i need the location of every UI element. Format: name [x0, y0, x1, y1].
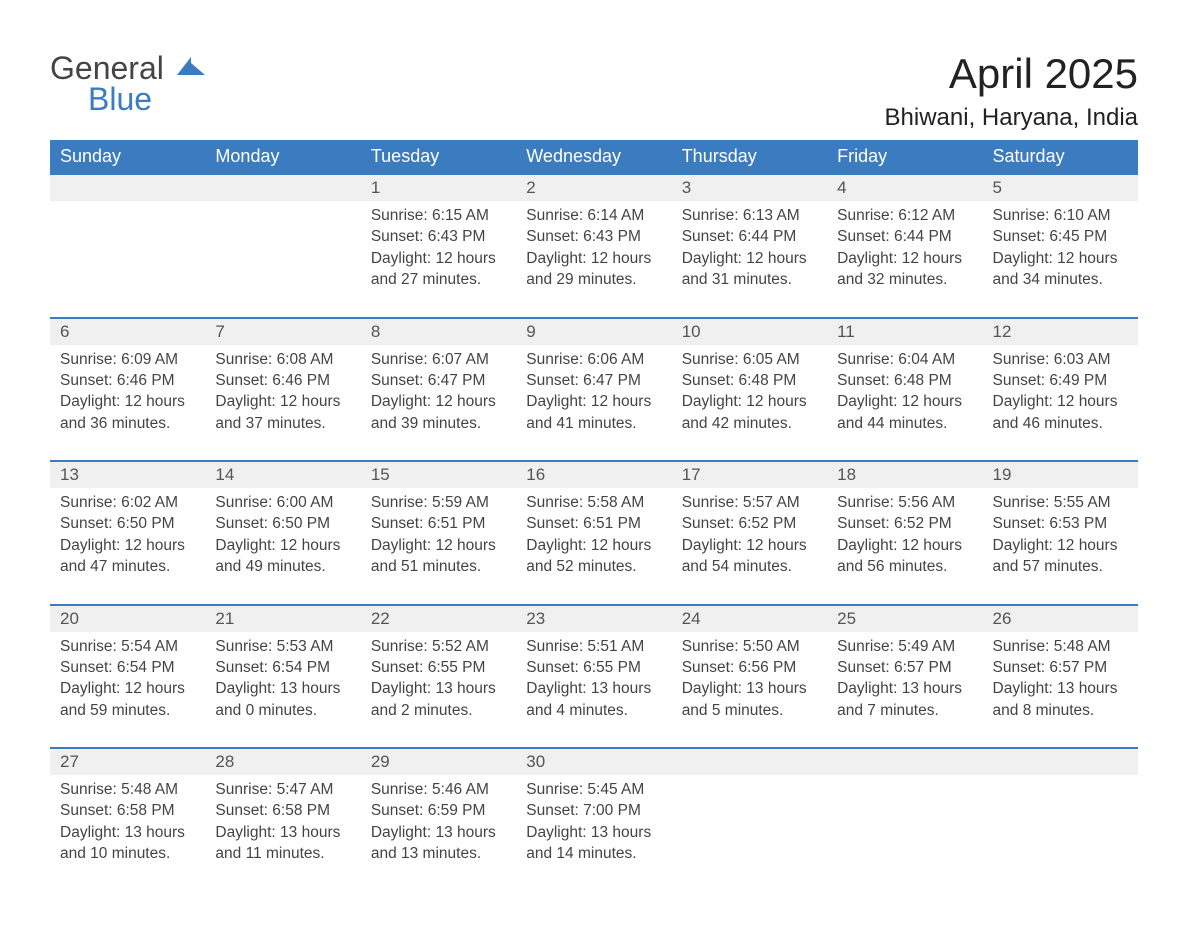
daynum-row: 6789101112 — [50, 318, 1138, 345]
daynum-row: 20212223242526 — [50, 605, 1138, 632]
day-number-cell: 27 — [50, 748, 205, 775]
day-number-cell: 12 — [983, 318, 1138, 345]
logo-text-2: Blue — [88, 81, 205, 118]
daynum-row: 12345 — [50, 174, 1138, 201]
day-detail-cell: Sunrise: 6:14 AMSunset: 6:43 PMDaylight:… — [516, 201, 671, 318]
day-number-cell: 3 — [672, 174, 827, 201]
logo-triangle-icon — [177, 57, 191, 75]
day-detail-cell: Sunrise: 6:07 AMSunset: 6:47 PMDaylight:… — [361, 345, 516, 462]
day-detail-cell: Sunrise: 6:08 AMSunset: 6:46 PMDaylight:… — [205, 345, 360, 462]
day-detail-cell: Sunrise: 5:57 AMSunset: 6:52 PMDaylight:… — [672, 488, 827, 605]
weekday-header: Tuesday — [361, 140, 516, 174]
day-number-cell: 22 — [361, 605, 516, 632]
day-detail-cell: Sunrise: 5:53 AMSunset: 6:54 PMDaylight:… — [205, 632, 360, 749]
title-block: April 2025 Bhiwani, Haryana, India — [885, 50, 1138, 132]
day-number-cell: 8 — [361, 318, 516, 345]
day-number-cell: 7 — [205, 318, 360, 345]
day-detail-cell: Sunrise: 6:12 AMSunset: 6:44 PMDaylight:… — [827, 201, 982, 318]
day-detail-cell: Sunrise: 5:48 AMSunset: 6:58 PMDaylight:… — [50, 775, 205, 891]
location-subtitle: Bhiwani, Haryana, India — [885, 104, 1138, 132]
detail-row: Sunrise: 6:15 AMSunset: 6:43 PMDaylight:… — [50, 201, 1138, 318]
day-detail-cell: Sunrise: 5:54 AMSunset: 6:54 PMDaylight:… — [50, 632, 205, 749]
detail-row: Sunrise: 5:48 AMSunset: 6:58 PMDaylight:… — [50, 775, 1138, 891]
daynum-row: 27282930 — [50, 748, 1138, 775]
logo: General Blue — [50, 50, 205, 118]
day-number-cell: 15 — [361, 461, 516, 488]
day-detail-cell — [983, 775, 1138, 891]
day-detail-cell: Sunrise: 6:00 AMSunset: 6:50 PMDaylight:… — [205, 488, 360, 605]
day-detail-cell: Sunrise: 6:15 AMSunset: 6:43 PMDaylight:… — [361, 201, 516, 318]
day-detail-cell: Sunrise: 5:58 AMSunset: 6:51 PMDaylight:… — [516, 488, 671, 605]
day-detail-cell: Sunrise: 6:13 AMSunset: 6:44 PMDaylight:… — [672, 201, 827, 318]
day-detail-cell: Sunrise: 6:05 AMSunset: 6:48 PMDaylight:… — [672, 345, 827, 462]
daynum-row: 13141516171819 — [50, 461, 1138, 488]
weekday-header: Sunday — [50, 140, 205, 174]
day-detail-cell: Sunrise: 6:04 AMSunset: 6:48 PMDaylight:… — [827, 345, 982, 462]
day-detail-cell: Sunrise: 6:06 AMSunset: 6:47 PMDaylight:… — [516, 345, 671, 462]
day-number-cell: 23 — [516, 605, 671, 632]
day-number-cell: 29 — [361, 748, 516, 775]
day-number-cell: 9 — [516, 318, 671, 345]
day-number-cell: 18 — [827, 461, 982, 488]
page-header: General Blue April 2025 Bhiwani, Haryana… — [50, 50, 1138, 132]
weekday-header: Monday — [205, 140, 360, 174]
day-detail-cell: Sunrise: 6:09 AMSunset: 6:46 PMDaylight:… — [50, 345, 205, 462]
day-detail-cell: Sunrise: 5:48 AMSunset: 6:57 PMDaylight:… — [983, 632, 1138, 749]
weekday-header-row: Sunday Monday Tuesday Wednesday Thursday… — [50, 140, 1138, 174]
day-number-cell: 14 — [205, 461, 360, 488]
day-number-cell: 16 — [516, 461, 671, 488]
day-detail-cell — [827, 775, 982, 891]
day-detail-cell: Sunrise: 5:49 AMSunset: 6:57 PMDaylight:… — [827, 632, 982, 749]
day-number-cell: 26 — [983, 605, 1138, 632]
day-number-cell: 17 — [672, 461, 827, 488]
day-number-cell: 30 — [516, 748, 671, 775]
day-number-cell: 28 — [205, 748, 360, 775]
day-detail-cell: Sunrise: 6:10 AMSunset: 6:45 PMDaylight:… — [983, 201, 1138, 318]
day-detail-cell: Sunrise: 5:55 AMSunset: 6:53 PMDaylight:… — [983, 488, 1138, 605]
weekday-header: Wednesday — [516, 140, 671, 174]
day-number-cell: 24 — [672, 605, 827, 632]
day-detail-cell — [205, 201, 360, 318]
day-detail-cell — [672, 775, 827, 891]
day-number-cell: 10 — [672, 318, 827, 345]
day-number-cell — [205, 174, 360, 201]
weekday-header: Thursday — [672, 140, 827, 174]
day-number-cell: 4 — [827, 174, 982, 201]
day-number-cell — [827, 748, 982, 775]
day-number-cell — [50, 174, 205, 201]
day-detail-cell: Sunrise: 5:56 AMSunset: 6:52 PMDaylight:… — [827, 488, 982, 605]
day-number-cell: 13 — [50, 461, 205, 488]
logo-triangle-icon — [191, 63, 205, 75]
day-number-cell: 19 — [983, 461, 1138, 488]
day-detail-cell: Sunrise: 5:45 AMSunset: 7:00 PMDaylight:… — [516, 775, 671, 891]
weekday-header: Friday — [827, 140, 982, 174]
day-number-cell: 21 — [205, 605, 360, 632]
day-number-cell: 5 — [983, 174, 1138, 201]
day-number-cell — [983, 748, 1138, 775]
day-detail-cell: Sunrise: 5:46 AMSunset: 6:59 PMDaylight:… — [361, 775, 516, 891]
day-detail-cell: Sunrise: 6:02 AMSunset: 6:50 PMDaylight:… — [50, 488, 205, 605]
day-detail-cell: Sunrise: 5:52 AMSunset: 6:55 PMDaylight:… — [361, 632, 516, 749]
day-number-cell: 11 — [827, 318, 982, 345]
day-detail-cell — [50, 201, 205, 318]
day-detail-cell: Sunrise: 5:50 AMSunset: 6:56 PMDaylight:… — [672, 632, 827, 749]
detail-row: Sunrise: 6:09 AMSunset: 6:46 PMDaylight:… — [50, 345, 1138, 462]
detail-row: Sunrise: 6:02 AMSunset: 6:50 PMDaylight:… — [50, 488, 1138, 605]
weekday-header: Saturday — [983, 140, 1138, 174]
day-number-cell — [672, 748, 827, 775]
day-detail-cell: Sunrise: 5:47 AMSunset: 6:58 PMDaylight:… — [205, 775, 360, 891]
day-number-cell: 2 — [516, 174, 671, 201]
day-number-cell: 1 — [361, 174, 516, 201]
calendar-table: Sunday Monday Tuesday Wednesday Thursday… — [50, 140, 1138, 891]
day-number-cell: 20 — [50, 605, 205, 632]
day-detail-cell: Sunrise: 6:03 AMSunset: 6:49 PMDaylight:… — [983, 345, 1138, 462]
day-number-cell: 25 — [827, 605, 982, 632]
detail-row: Sunrise: 5:54 AMSunset: 6:54 PMDaylight:… — [50, 632, 1138, 749]
day-number-cell: 6 — [50, 318, 205, 345]
day-detail-cell: Sunrise: 5:51 AMSunset: 6:55 PMDaylight:… — [516, 632, 671, 749]
month-title: April 2025 — [885, 50, 1138, 98]
day-detail-cell: Sunrise: 5:59 AMSunset: 6:51 PMDaylight:… — [361, 488, 516, 605]
